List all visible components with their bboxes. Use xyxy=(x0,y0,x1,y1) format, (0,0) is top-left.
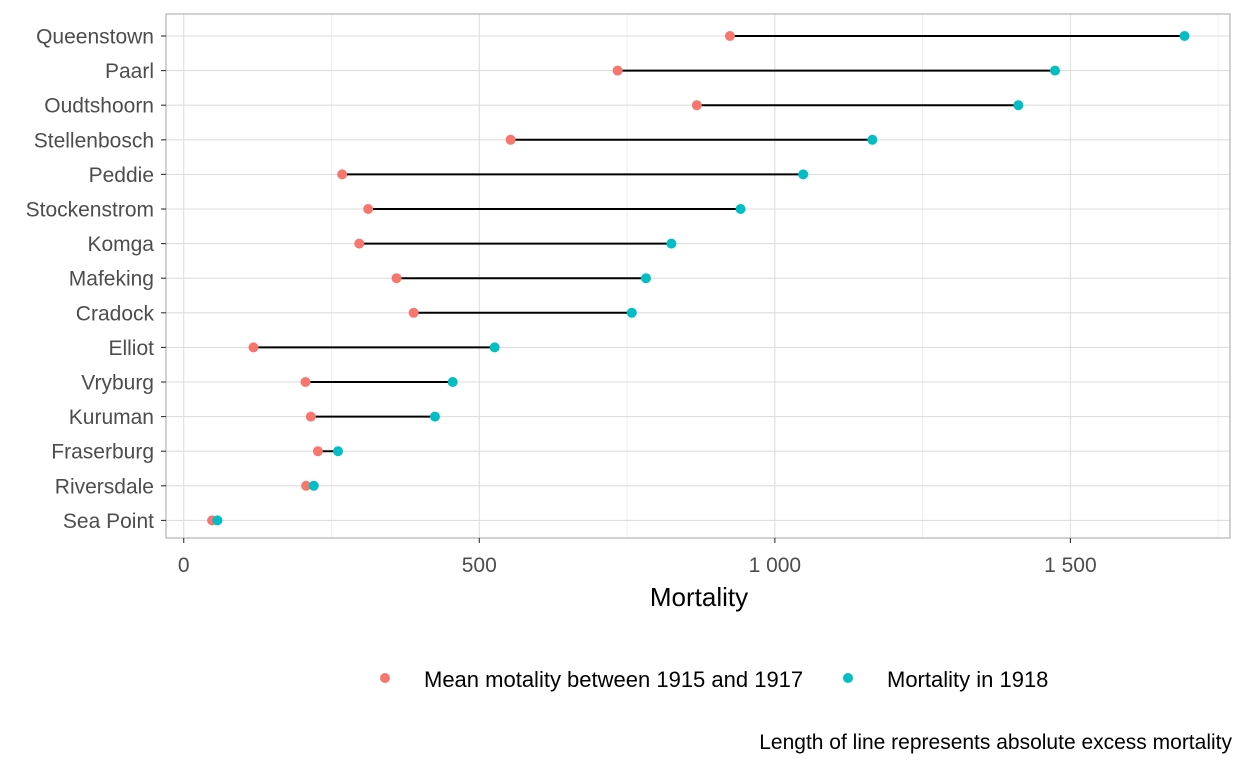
point-mean-1915-1917 xyxy=(337,169,348,180)
point-1918 xyxy=(1179,31,1190,41)
point-1918 xyxy=(489,342,500,353)
category-label: Stellenbosch xyxy=(34,129,154,152)
point-mean-1915-1917 xyxy=(363,204,374,214)
dumbbell-segments xyxy=(212,35,1185,522)
plot-panel-border xyxy=(165,13,1231,539)
point-mean-1915-1917 xyxy=(505,134,516,145)
point-mean-1915-1917 xyxy=(612,65,623,76)
point-mean-1915-1917 xyxy=(354,238,365,249)
point-mean-1915-1917 xyxy=(391,273,402,284)
category-label: Queenstown xyxy=(36,26,154,49)
category-label: Oudtshoorn xyxy=(44,95,154,118)
point-1918 xyxy=(735,204,746,214)
data-points xyxy=(207,31,1190,526)
legend-key-1918 xyxy=(843,673,853,683)
legend-label-1918: Mortality in 1918 xyxy=(887,667,1048,692)
category-label: Vryburg xyxy=(81,372,154,395)
category-label: Cradock xyxy=(76,302,155,325)
point-mean-1915-1917 xyxy=(691,100,702,111)
category-label: Paarl xyxy=(105,60,154,83)
point-mean-1915-1917 xyxy=(312,446,323,457)
point-1918 xyxy=(798,169,809,180)
category-label: Stockenstrom xyxy=(26,199,154,222)
point-1918 xyxy=(640,273,651,284)
x-tick-label: 1 000 xyxy=(749,554,802,577)
x-tick-label: 1 500 xyxy=(1044,554,1097,577)
point-1918 xyxy=(666,238,677,249)
category-label: Kuruman xyxy=(69,406,154,429)
legend-key-mean xyxy=(380,673,390,683)
legend: Mean motality between 1915 and 1917 Morta… xyxy=(380,667,1048,692)
point-1918 xyxy=(626,307,637,318)
point-mean-1915-1917 xyxy=(248,342,259,353)
point-mean-1915-1917 xyxy=(305,411,316,422)
category-label: Riversdale xyxy=(55,475,154,498)
legend-label-mean: Mean motality between 1915 and 1917 xyxy=(424,667,803,692)
point-1918 xyxy=(867,134,878,145)
x-tick-label: 0 xyxy=(178,554,190,577)
category-label: Fraserburg xyxy=(51,441,154,464)
point-1918 xyxy=(212,515,223,526)
point-mean-1915-1917 xyxy=(408,307,419,318)
point-1918 xyxy=(1013,100,1024,111)
grid-lines xyxy=(166,14,1230,538)
point-mean-1915-1917 xyxy=(724,31,735,41)
category-label: Sea Point xyxy=(63,510,154,533)
point-1918 xyxy=(429,411,440,422)
x-axis-ticks: 0 500 1 000 1 500 xyxy=(178,538,1097,577)
x-axis-title: Mortality xyxy=(650,582,748,612)
category-axis: Queenstown Paarl Oudtshoorn Stellenbosch Ped… xyxy=(26,26,166,533)
x-tick-label: 500 xyxy=(462,554,497,577)
point-1918 xyxy=(333,446,344,457)
category-label: Peddie xyxy=(89,164,154,187)
point-mean-1915-1917 xyxy=(301,480,312,491)
category-label: Mafeking xyxy=(69,268,154,291)
point-mean-1915-1917 xyxy=(300,377,311,387)
point-1918 xyxy=(308,480,319,491)
point-1918 xyxy=(447,377,458,387)
chart-caption: Length of line represents absolute exces… xyxy=(759,731,1232,754)
category-label: Elliot xyxy=(108,337,154,360)
point-1918 xyxy=(1050,65,1061,76)
category-label: Komga xyxy=(87,233,154,256)
